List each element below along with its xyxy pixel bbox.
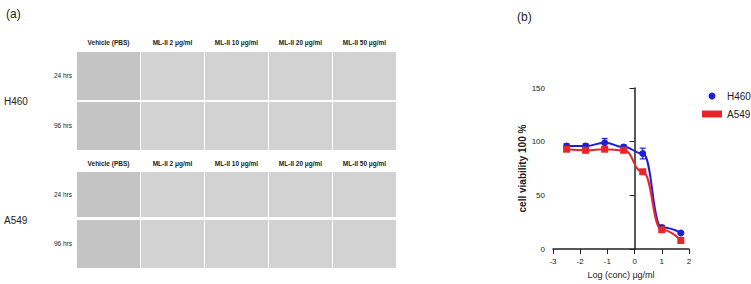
svg-text:A549: A549 xyxy=(4,215,28,226)
svg-text:150: 150 xyxy=(532,84,546,93)
svg-text:ML-II 2 μg/ml: ML-II 2 μg/ml xyxy=(153,39,193,47)
svg-text:H460: H460 xyxy=(4,96,28,107)
svg-text:0: 0 xyxy=(541,245,546,254)
svg-text:0: 0 xyxy=(632,257,637,266)
svg-text:ML-II 20 μg/ml: ML-II 20 μg/ml xyxy=(279,39,323,47)
svg-text:24 hrs: 24 hrs xyxy=(54,72,73,79)
svg-text:100: 100 xyxy=(532,137,546,146)
svg-text:96 hrs: 96 hrs xyxy=(54,122,73,129)
svg-text:ML-II 10 μg/ml: ML-II 10 μg/ml xyxy=(215,39,259,47)
svg-text:24 hrs: 24 hrs xyxy=(54,191,73,198)
svg-text:-3: -3 xyxy=(549,257,557,266)
svg-text:cell viability 100 %: cell viability 100 % xyxy=(517,125,528,213)
svg-text:1: 1 xyxy=(660,257,665,266)
svg-text:Vehicle (PBS): Vehicle (PBS) xyxy=(88,160,130,168)
svg-text:ML-II 50 μg/ml: ML-II 50 μg/ml xyxy=(343,39,387,47)
svg-text:(b): (b) xyxy=(517,10,532,24)
svg-text:H460: H460 xyxy=(727,91,751,102)
svg-text:ML-II 20 μg/ml: ML-II 20 μg/ml xyxy=(279,160,323,168)
svg-text:Log (conc) μg/ml: Log (conc) μg/ml xyxy=(587,270,654,280)
svg-text:ML-II 2 μg/ml: ML-II 2 μg/ml xyxy=(153,160,193,168)
svg-text:-1: -1 xyxy=(604,257,612,266)
svg-text:ML-II 50 μg/ml: ML-II 50 μg/ml xyxy=(343,160,387,168)
svg-text:A549: A549 xyxy=(727,109,751,120)
svg-text:-2: -2 xyxy=(577,257,585,266)
svg-text:96 hrs: 96 hrs xyxy=(54,240,73,247)
svg-text:Vehicle (PBS): Vehicle (PBS) xyxy=(88,39,130,47)
svg-text:50: 50 xyxy=(536,191,545,200)
svg-text:(a): (a) xyxy=(6,7,21,21)
svg-text:2: 2 xyxy=(687,257,692,266)
svg-text:ML-II 10 μg/ml: ML-II 10 μg/ml xyxy=(215,160,259,168)
